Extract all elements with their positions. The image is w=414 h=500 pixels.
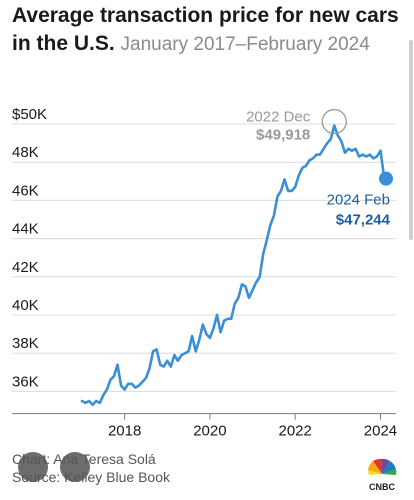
- x-tick-label: 2020: [193, 423, 226, 440]
- y-tick-label: 46K: [12, 182, 39, 199]
- translate-overlay-button[interactable]: [60, 452, 90, 482]
- peak-marker: [321, 108, 347, 135]
- chart-footer: Chart: Ana Teresa Solá Source: Kelley Bl…: [12, 450, 170, 486]
- grid-lines: [12, 123, 396, 392]
- y-tick-label: 44K: [12, 221, 39, 238]
- annotations: 2022 Dec$49,918 2024 Feb $47,244: [246, 109, 393, 229]
- chart-title: Average transaction price for new cars i…: [12, 2, 404, 59]
- y-tick-label: 42K: [12, 259, 39, 276]
- cnbc-logo: CNBC: [368, 458, 397, 492]
- series-line: [80, 124, 386, 407]
- y-axis-ticks: $50K 48K 46K 44K 42K 40K 38K 36K: [12, 106, 47, 390]
- peak-date-label: 2022 Dec: [246, 109, 311, 126]
- logo-text: CNBC: [369, 482, 395, 492]
- latest-marker: [379, 171, 393, 186]
- y-tick-label: 40K: [12, 297, 39, 314]
- chart-source: Source: Kelley Blue Book: [12, 469, 170, 485]
- title-subtitle: January 2017–February 2024: [120, 34, 370, 55]
- latest-date-label: 2024 Feb: [327, 192, 390, 209]
- y-tick-label: 48K: [12, 144, 39, 161]
- peak-value-label: $49,918: [256, 127, 310, 144]
- x-tick-label: 2024: [364, 423, 397, 440]
- title-main: Average transaction price for new cars i…: [12, 4, 399, 55]
- latest-value-label: $47,244: [336, 212, 391, 229]
- y-tick-label: $50K: [12, 106, 47, 123]
- x-tick-label: 2018: [108, 423, 141, 440]
- lens-overlay-button[interactable]: [18, 452, 48, 482]
- x-axis-ticks: 2018 2020 2022 2024: [12, 413, 397, 440]
- scrollbar[interactable]: [409, 40, 413, 240]
- y-tick-label: 38K: [12, 335, 39, 352]
- chart-credit: Chart: Ana Teresa Solá: [12, 451, 156, 467]
- y-tick-label: 36K: [12, 373, 39, 390]
- x-tick-label: 2022: [278, 423, 311, 440]
